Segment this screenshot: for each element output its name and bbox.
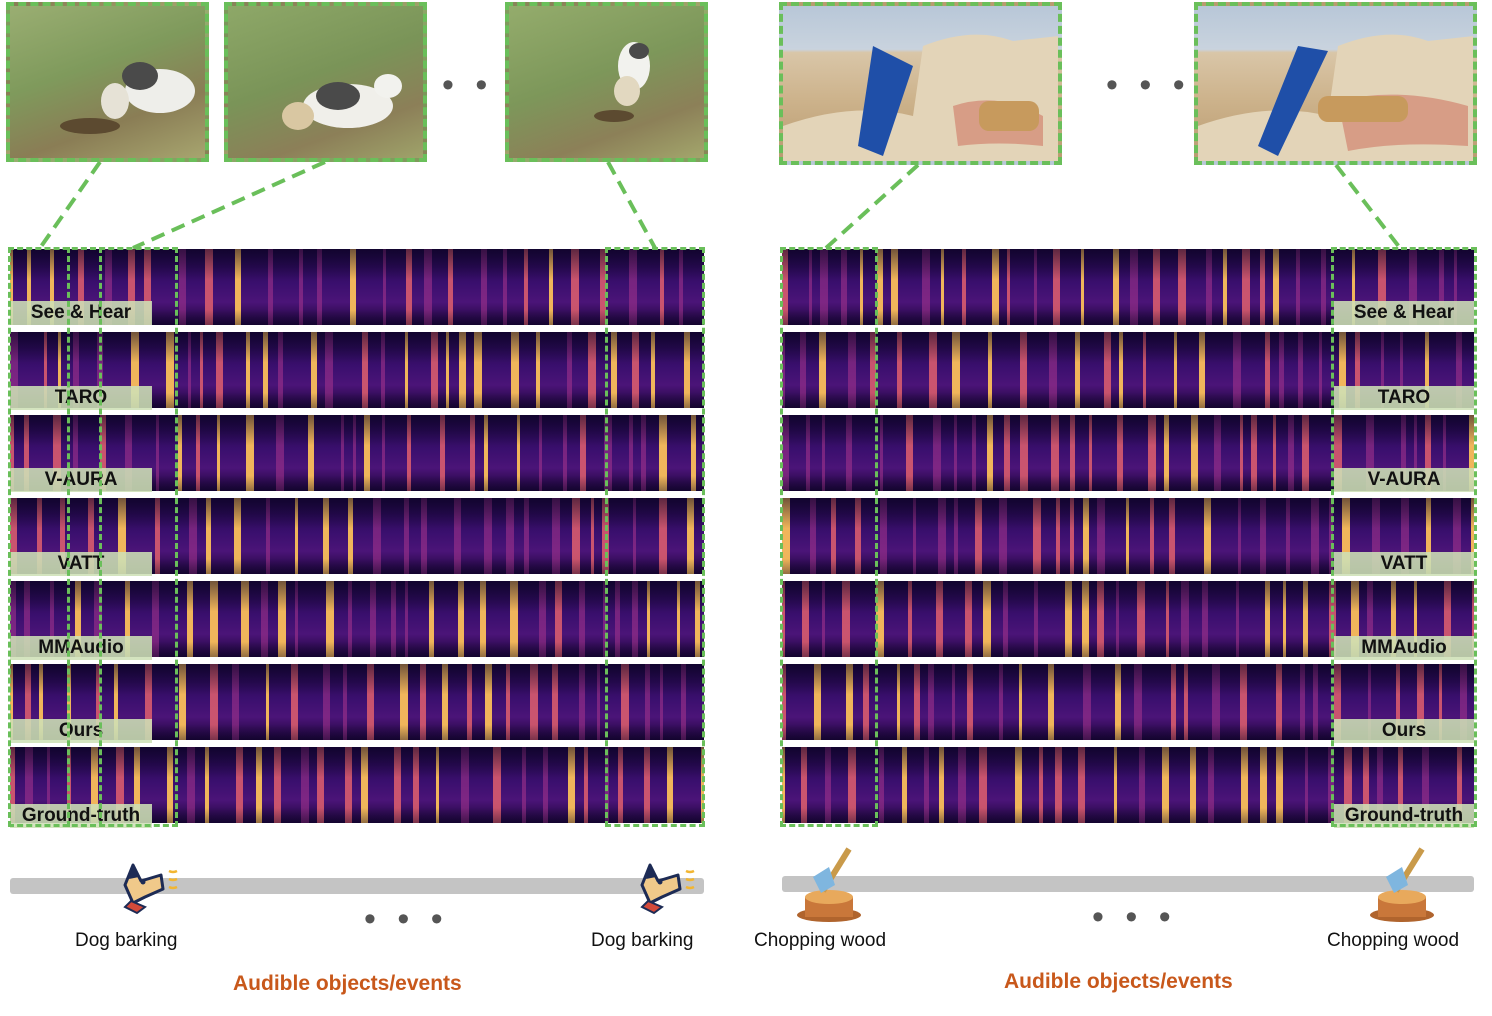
dog-frame-3-image	[594, 42, 650, 122]
wood-frame-2	[1194, 2, 1477, 165]
dog-timeline-bar	[10, 878, 704, 894]
dog-method-label: See & Hear	[10, 301, 152, 325]
wood-method-label: VATT	[1334, 552, 1474, 576]
dog-timeline-ellipsis: • • •	[364, 900, 449, 938]
dog-frame-1	[6, 2, 209, 162]
dog-method-label: MMAudio	[10, 636, 152, 660]
axe-stump-icon	[797, 847, 861, 922]
axe-stump-icon	[1370, 847, 1434, 922]
dog-frame-1-image	[60, 62, 195, 134]
dog-frame-2-image	[282, 74, 402, 130]
dog-event-label-2: Dog barking	[591, 930, 694, 951]
dog-frame-3	[505, 2, 708, 162]
dog-audible-caption: Audible objects/events	[233, 972, 462, 995]
wood-timeline-ellipsis: • • •	[1092, 898, 1177, 936]
dog-method-label: V-AURA	[10, 468, 152, 492]
wood-method-label: MMAudio	[1334, 636, 1474, 660]
wood-frame-2-image	[1198, 34, 1473, 161]
wood-spectrogram-ground-truth	[782, 747, 1474, 823]
wood-event-label-2: Chopping wood	[1327, 930, 1460, 951]
wood-frame-1-image	[783, 34, 1058, 161]
wood-method-label: Ground-truth	[1334, 804, 1474, 828]
wood-spectrogram-vatt	[782, 498, 1474, 574]
dog-method-label: Ours	[10, 719, 152, 743]
dog-spectrogram-vatt	[10, 498, 704, 574]
dog-method-label: VATT	[10, 552, 152, 576]
wood-method-label: See & Hear	[1334, 301, 1474, 325]
dog-barking-icon	[123, 863, 178, 915]
wood-audible-caption: Audible objects/events	[1004, 970, 1233, 993]
dog-method-label: TARO	[10, 386, 152, 410]
dog-frame-2	[224, 2, 427, 162]
wood-frame-ellipsis: • • •	[1106, 66, 1191, 104]
wood-spectrogram-see-hear	[782, 249, 1474, 325]
wood-frame-1	[779, 2, 1062, 165]
dog-event-label-1: Dog barking	[75, 930, 178, 951]
wood-event-label-1: Chopping wood	[754, 930, 887, 951]
wood-method-label: TARO	[1334, 386, 1474, 410]
dog-barking-icon	[640, 863, 695, 915]
wood-timeline-bar	[782, 876, 1474, 892]
dog-method-label: Ground-truth	[10, 804, 152, 828]
wood-method-label: V-AURA	[1334, 468, 1474, 492]
connector-lines	[38, 160, 1402, 250]
wood-method-label: Ours	[1334, 719, 1474, 743]
